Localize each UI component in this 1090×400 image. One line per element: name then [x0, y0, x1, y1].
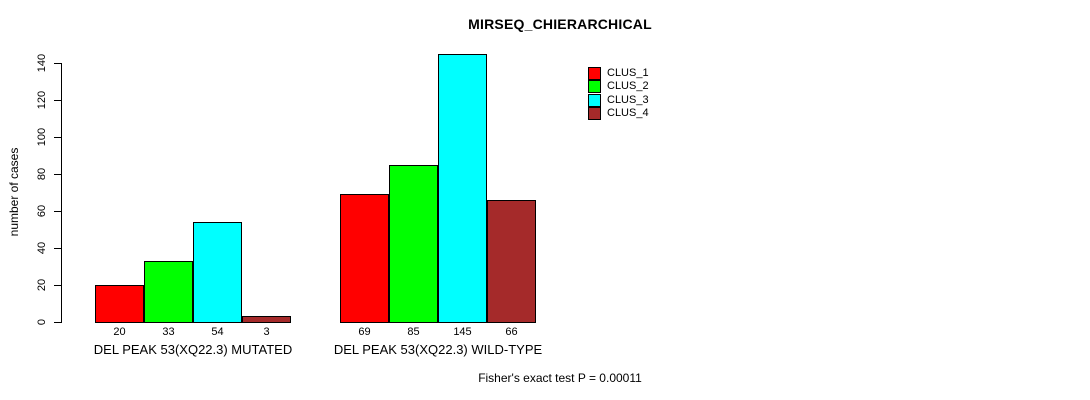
y-tick-mark — [54, 137, 61, 138]
bar-value-label: 85 — [407, 326, 420, 338]
y-tick-label: 120 — [36, 90, 48, 110]
y-tick-label: 80 — [36, 167, 48, 181]
y-tick-label: 0 — [36, 318, 48, 326]
y-tick-label: 60 — [36, 204, 48, 218]
bar-clus_1-group1 — [95, 285, 144, 323]
legend-swatch-clus_3 — [588, 93, 601, 107]
legend-label-clus_1: CLUS_1 — [607, 67, 649, 79]
annotation-text: Fisher's exact test P = 0.00011 — [478, 371, 642, 385]
y-tick-label: 100 — [36, 127, 48, 147]
bar-clus_2-group1 — [144, 260, 193, 323]
bar-value-label: 20 — [113, 326, 126, 338]
y-tick-mark — [54, 63, 61, 64]
y-tick-mark — [54, 285, 61, 286]
y-axis-label: number of cases — [7, 147, 21, 237]
y-tick-label: 20 — [36, 278, 48, 292]
y-tick-mark — [54, 211, 61, 212]
y-tick-mark — [54, 174, 61, 175]
x-group-label: DEL PEAK 53(XQ22.3) WILD-TYPE — [333, 342, 543, 357]
bar-clus_2-group2 — [389, 164, 438, 323]
bar-value-label: 66 — [505, 326, 518, 338]
bar-value-label: 145 — [453, 326, 472, 338]
y-tick-mark — [54, 322, 61, 323]
legend-label-clus_4: CLUS_4 — [607, 107, 649, 120]
legend-swatch-clus_4 — [588, 107, 601, 121]
legend-label-clus_3: CLUS_3 — [607, 93, 649, 106]
bar-clus_4-group2 — [487, 199, 536, 323]
bar-value-label: 33 — [162, 326, 175, 338]
y-axis-line — [61, 63, 62, 323]
chart-title: MIRSEQ_CHIERARCHICAL — [468, 16, 652, 32]
y-tick-mark — [54, 248, 61, 249]
x-group-label: DEL PEAK 53(XQ22.3) MUTATED — [93, 342, 293, 357]
legend-swatch-clus_2 — [588, 80, 601, 94]
bar-value-label: 54 — [211, 326, 224, 338]
bar-clus_4-group1 — [242, 316, 291, 323]
y-tick-mark — [54, 100, 61, 101]
bar-clus_3-group1 — [193, 222, 242, 323]
bar-value-label: 3 — [263, 326, 270, 338]
y-tick-label: 40 — [36, 241, 48, 255]
legend-label-clus_2: CLUS_2 — [607, 80, 649, 93]
legend-swatch-clus_1 — [588, 67, 601, 80]
y-tick-label: 140 — [36, 53, 48, 73]
bar-value-label: 69 — [358, 326, 371, 338]
bar-clus_1-group2 — [340, 194, 389, 323]
bar-clus_3-group2 — [438, 53, 487, 323]
